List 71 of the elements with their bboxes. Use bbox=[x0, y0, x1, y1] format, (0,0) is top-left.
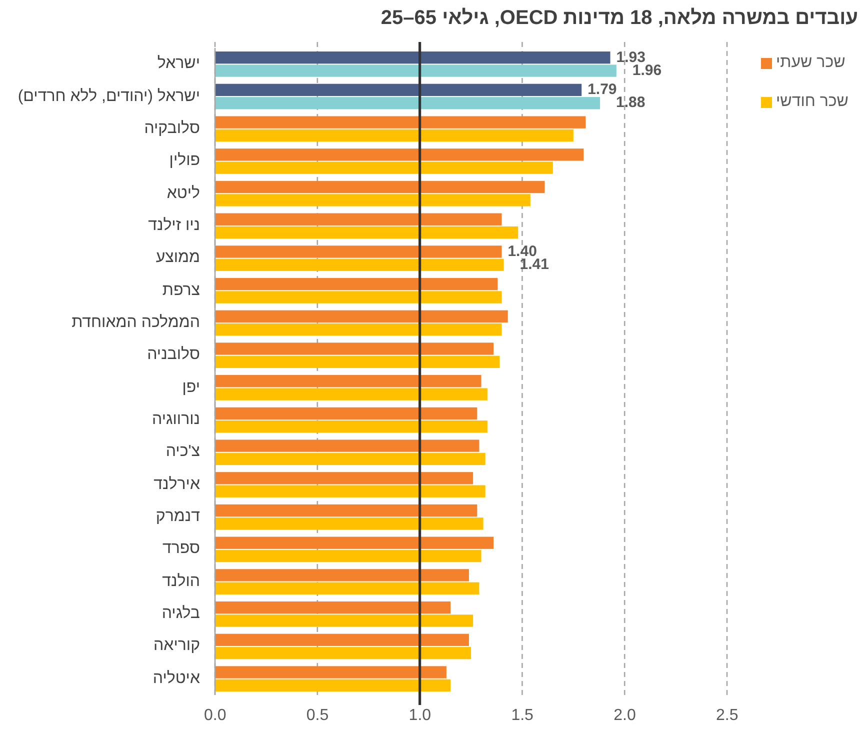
y-tick-label: ישראל bbox=[157, 55, 200, 72]
bar bbox=[215, 472, 474, 484]
y-tick-label: סלובניה bbox=[147, 346, 200, 364]
y-tick-label: קוריאה bbox=[154, 637, 200, 654]
x-tick-label: 0.0 bbox=[204, 707, 226, 724]
bar bbox=[215, 504, 478, 517]
bar bbox=[215, 84, 582, 96]
x-tick-label: 1.5 bbox=[511, 707, 534, 724]
x-tick-label: 2.5 bbox=[716, 707, 738, 724]
data-label: 1.88 bbox=[616, 94, 646, 112]
bar bbox=[215, 246, 502, 258]
bar bbox=[215, 634, 469, 646]
bar bbox=[215, 162, 553, 174]
legend-label: שכר שעתי bbox=[776, 54, 846, 71]
bar bbox=[215, 420, 488, 433]
bar bbox=[215, 323, 502, 336]
bar bbox=[215, 601, 451, 614]
bar bbox=[215, 375, 482, 388]
y-tick-label: ליטא bbox=[166, 184, 200, 202]
y-tick-label: ממוצע bbox=[156, 249, 200, 266]
y-tick-label: בלגיה bbox=[162, 605, 200, 622]
bar bbox=[215, 64, 616, 77]
bar bbox=[215, 614, 474, 627]
bar bbox=[215, 129, 574, 142]
bar bbox=[215, 342, 494, 355]
bar bbox=[215, 52, 610, 64]
bar bbox=[215, 485, 486, 498]
y-tick-label: צרפת bbox=[162, 282, 200, 299]
bar bbox=[215, 356, 500, 368]
bar bbox=[215, 666, 446, 678]
y-tick-label: ניו זילנד bbox=[148, 216, 200, 234]
y-tick-label: הולנד bbox=[162, 572, 200, 590]
y-tick-label: סלובקיה bbox=[144, 120, 200, 137]
bar bbox=[215, 194, 530, 206]
bar bbox=[215, 116, 586, 128]
bar bbox=[215, 180, 545, 194]
x-tick-label: 2.0 bbox=[614, 707, 636, 724]
y-tick-label: איטליה bbox=[152, 670, 200, 687]
bar bbox=[215, 550, 482, 562]
bar bbox=[215, 518, 484, 530]
bar bbox=[215, 407, 478, 420]
bar bbox=[215, 291, 502, 304]
bar bbox=[215, 97, 600, 110]
y-tick-label: פולין bbox=[169, 152, 200, 170]
bar bbox=[215, 536, 494, 549]
y-tick-label: אירלנד bbox=[154, 476, 200, 493]
chart-title: עובדים במשרה מלאה, 18 מדינות OECD, גילאי 65–25 bbox=[380, 7, 858, 29]
bar bbox=[215, 582, 480, 594]
data-label: 1.79 bbox=[588, 80, 617, 98]
y-tick-label: נורווגיה bbox=[152, 411, 200, 428]
bar bbox=[215, 226, 518, 239]
x-tick-label: 0.5 bbox=[306, 707, 329, 724]
x-tick-label: 1.0 bbox=[408, 707, 432, 724]
bar bbox=[215, 213, 502, 226]
legend-label: שכר חודשי bbox=[776, 93, 848, 110]
y-tick-label: יפן bbox=[182, 378, 200, 396]
bar bbox=[215, 440, 480, 452]
y-tick-label: דנמרק bbox=[156, 508, 200, 526]
bar bbox=[215, 148, 584, 161]
bar bbox=[215, 569, 469, 582]
y-tick-label: הממלכה המאוחדת bbox=[72, 314, 200, 331]
bar bbox=[215, 258, 504, 271]
bar bbox=[215, 278, 498, 290]
y-tick-label: צ'כיה bbox=[166, 443, 200, 460]
bar bbox=[215, 452, 486, 466]
bar bbox=[215, 646, 471, 660]
y-tick-label: ישראל (יהודים, ללא חרדים) bbox=[18, 88, 200, 105]
bar bbox=[215, 388, 488, 400]
bar bbox=[215, 310, 508, 322]
bar bbox=[215, 679, 451, 692]
y-tick-label: ספרד bbox=[162, 540, 200, 558]
